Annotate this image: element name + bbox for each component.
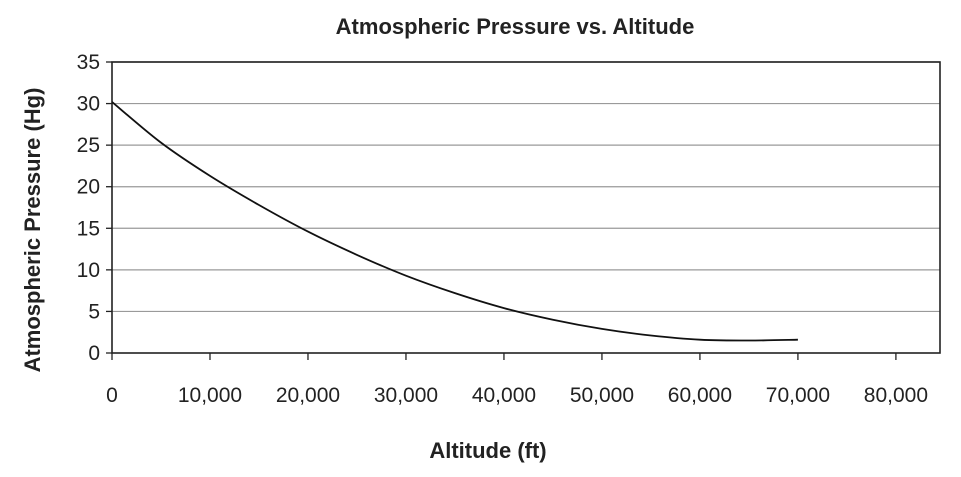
y-tick-label: 35 [77,51,100,74]
y-tick-label: 25 [77,134,100,157]
chart-title: Atmospheric Pressure vs. Altitude [336,14,695,39]
y-tick-label: 10 [77,259,100,282]
y-tick-label: 30 [77,93,100,116]
x-axis-label: Altitude (ft) [429,438,546,463]
plot-frame [111,61,941,354]
series-layer [111,101,798,342]
x-tick-label: 30,000 [374,384,438,407]
series-line [111,101,798,342]
tick-labels: 0 5 10 15 20 25 30 35 0 10,000 20,000 30,000 40,000 5… [77,51,928,407]
y-tick-label: 20 [77,176,100,199]
x-tick-label: 20,000 [276,384,340,407]
y-axis-label: Atmospheric Pressure (Hg) [20,88,45,373]
x-tick-label: 70,000 [766,384,830,407]
y-tick-label: 15 [77,217,100,240]
y-tick-label: 0 [88,342,100,365]
x-tick-label: 80,000 [864,384,928,407]
x-tick-label: 0 [106,384,118,407]
x-tick-label: 60,000 [668,384,732,407]
axes [106,61,941,360]
y-tick-label: 5 [88,300,100,323]
x-tick-label: 40,000 [472,384,536,407]
x-tick-label: 50,000 [570,384,634,407]
x-tick-label: 10,000 [178,384,242,407]
grid-lines [112,61,940,313]
